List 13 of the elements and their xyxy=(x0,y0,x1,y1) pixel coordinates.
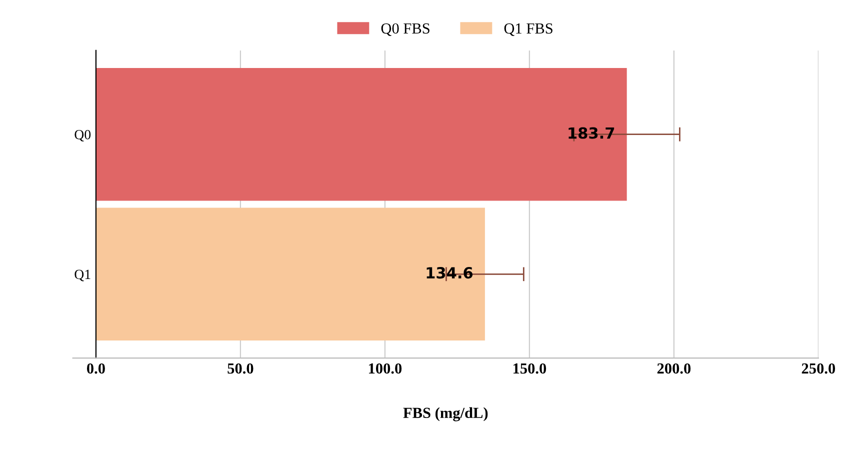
legend-label: Q0 FBS xyxy=(381,23,430,36)
x-tick-label: 0.0 xyxy=(87,363,105,374)
x-tick-label: 100.0 xyxy=(368,363,402,374)
x-axis-title: FBS (mg/dL) xyxy=(403,407,488,422)
x-tick-label: 250.0 xyxy=(802,363,836,374)
data-label: 183.7 xyxy=(568,127,614,139)
x-tick-label: 150.0 xyxy=(513,363,546,374)
x-tick-label: 50.0 xyxy=(228,363,254,374)
y-tick-label: Q0 xyxy=(74,130,91,142)
x-tick-label: 200.0 xyxy=(657,363,691,374)
data-label: 134.6 xyxy=(426,267,473,279)
y-tick-label: Q1 xyxy=(74,270,90,282)
legend-label: Q1 FBS xyxy=(504,23,552,36)
